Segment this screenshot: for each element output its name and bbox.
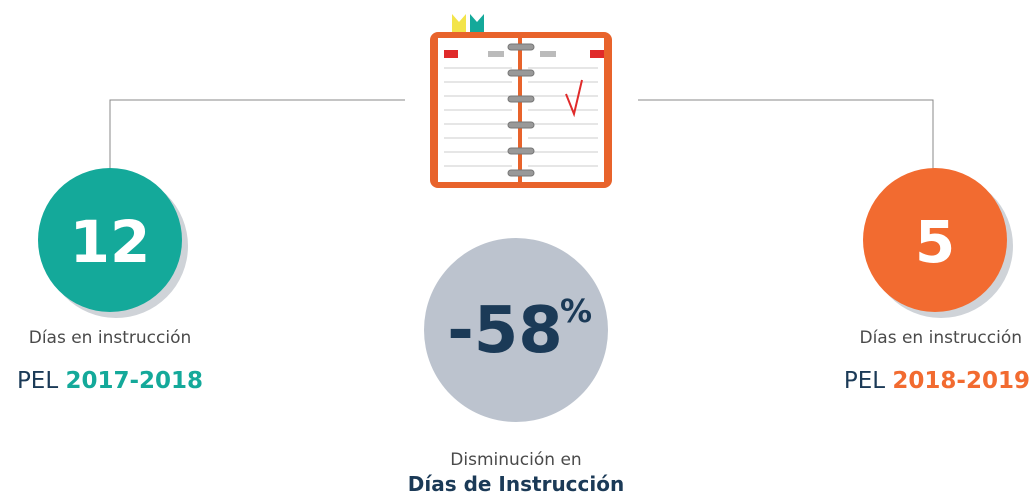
period-line: PEL 2017-2018	[17, 368, 203, 394]
change-circle	[424, 238, 608, 422]
period-line: PEL 2018-2019	[844, 368, 1030, 394]
value-circle	[863, 168, 1007, 312]
change-value: -58	[447, 294, 563, 368]
prefix: PEL	[844, 368, 885, 394]
notebook-icon	[430, 14, 612, 188]
caption: Disminución en	[450, 450, 581, 470]
period: 2017-2018	[65, 368, 203, 394]
connector	[638, 99, 934, 170]
value: 5	[915, 208, 955, 276]
period: 2018-2019	[892, 368, 1030, 394]
caption: Días en instrucción	[29, 328, 192, 348]
value-circle	[38, 168, 182, 312]
value: 12	[70, 208, 151, 276]
prefix: PEL	[17, 368, 58, 394]
connector	[109, 99, 405, 170]
caption: Días en instrucción	[859, 328, 1022, 348]
caption-bold: Días de Instrucción	[408, 472, 624, 496]
change-unit: %	[560, 292, 592, 330]
